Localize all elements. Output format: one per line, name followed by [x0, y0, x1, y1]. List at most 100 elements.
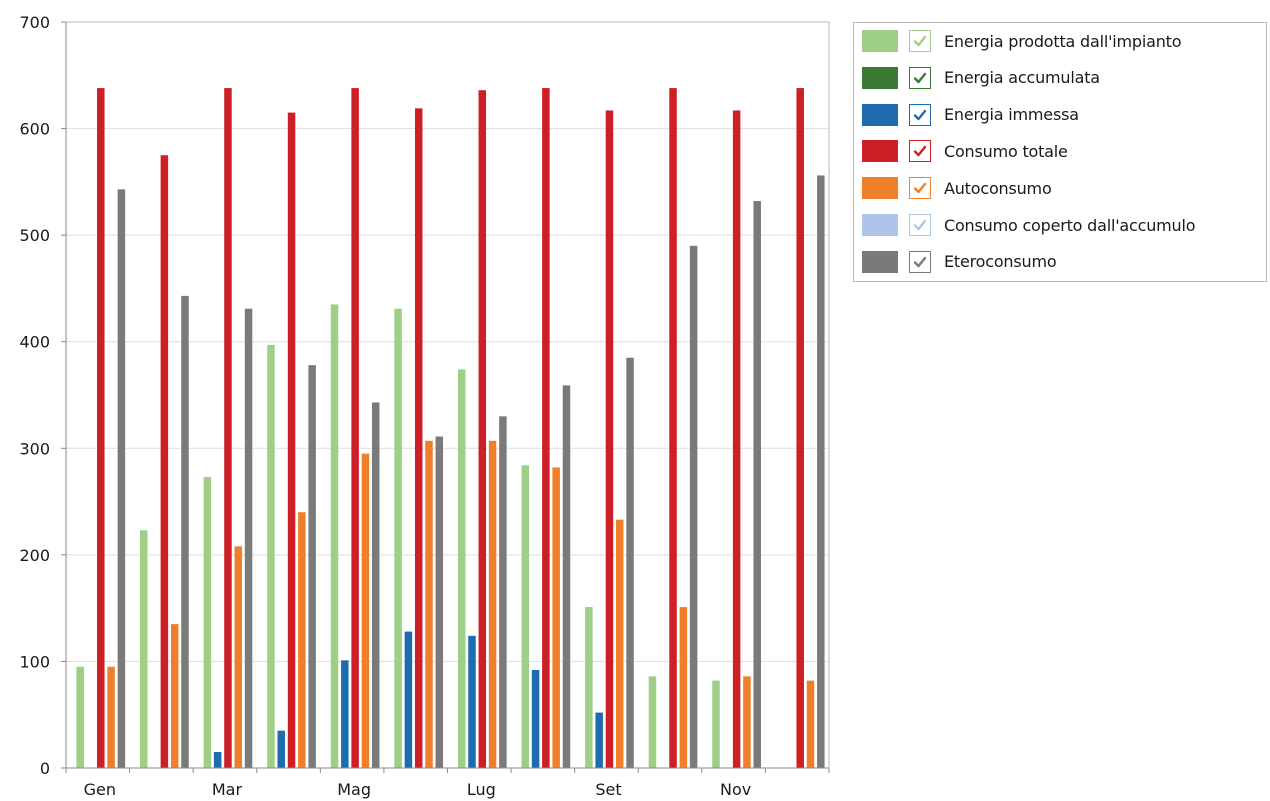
- bar-consumo-totale-apr: [287, 112, 296, 769]
- bar-energia-immessa-ago: [531, 669, 540, 768]
- legend-item[interactable]: Autoconsumo: [862, 175, 1052, 201]
- bar-consumo-totale-mag: [351, 88, 359, 769]
- bar-energia-immessa-apr: [277, 730, 285, 768]
- bar-autoconsumo-lug: [488, 440, 497, 768]
- legend-swatch: [862, 177, 898, 200]
- bar-energia-prodotta-dall-impianto-mar: [203, 477, 212, 768]
- bar-consumo-totale-set: [605, 110, 614, 768]
- y-tick-label: 500: [19, 226, 50, 245]
- bar-energia-immessa-giu: [404, 631, 413, 768]
- bar-eteroconsumo-ott: [689, 245, 698, 769]
- legend-checkbox[interactable]: [909, 177, 931, 200]
- bar-eteroconsumo-feb: [181, 295, 189, 768]
- bar-energia-immessa-mar: [213, 752, 222, 768]
- bar-energia-immessa-set: [595, 712, 603, 768]
- legend-checkbox[interactable]: [909, 140, 931, 163]
- bar-consumo-totale-ago: [542, 88, 550, 769]
- bar-eteroconsumo-mar: [244, 308, 253, 768]
- legend-item[interactable]: Energia prodotta dall'impianto: [862, 28, 1182, 54]
- bar-energia-prodotta-dall-impianto-ott: [648, 676, 657, 768]
- legend-label: Consumo totale: [944, 141, 1068, 161]
- bar-autoconsumo-ago: [552, 467, 560, 768]
- legend-swatch: [862, 103, 898, 126]
- legend-label: Energia immessa: [944, 105, 1079, 125]
- bar-autoconsumo-set: [616, 519, 624, 768]
- x-tick-label: Lug: [467, 780, 496, 799]
- bar-autoconsumo-apr: [298, 512, 306, 768]
- bar-autoconsumo-dic: [806, 680, 815, 768]
- bar-autoconsumo-giu: [425, 440, 433, 768]
- y-tick-label: 0: [40, 759, 50, 778]
- bar-autoconsumo-mar: [234, 546, 243, 768]
- x-tick-label: Mag: [337, 780, 371, 799]
- bar-consumo-totale-lug: [478, 90, 487, 769]
- bar-energia-prodotta-dall-impianto-lug: [457, 369, 466, 768]
- bar-autoconsumo-gen: [107, 666, 115, 768]
- bar-energia-prodotta-dall-impianto-feb: [140, 530, 148, 768]
- y-tick-label: 300: [19, 439, 50, 458]
- bar-consumo-totale-gen: [97, 88, 105, 769]
- bar-energia-prodotta-dall-impianto-giu: [394, 308, 402, 768]
- legend-item[interactable]: Consumo totale: [862, 138, 1068, 164]
- bar-eteroconsumo-mag: [371, 402, 380, 768]
- bar-eteroconsumo-apr: [308, 365, 316, 768]
- bar-autoconsumo-ott: [679, 607, 688, 768]
- legend-checkbox[interactable]: [909, 250, 931, 273]
- legend-swatch: [862, 214, 898, 236]
- legend-item[interactable]: Eteroconsumo: [862, 249, 1057, 275]
- bar-eteroconsumo-set: [626, 357, 634, 768]
- x-tick-label: Set: [595, 780, 621, 799]
- checkmark-icon: [913, 182, 927, 194]
- legend: Energia prodotta dall'impianto Energia ac…: [853, 22, 1267, 282]
- x-tick-label: Gen: [84, 780, 116, 799]
- legend-checkbox[interactable]: [909, 103, 931, 126]
- bar-energia-prodotta-dall-impianto-nov: [712, 680, 720, 768]
- legend-checkbox[interactable]: [909, 214, 931, 236]
- bar-eteroconsumo-giu: [435, 436, 444, 768]
- bar-eteroconsumo-dic: [817, 175, 825, 768]
- legend-label: Energia prodotta dall'impianto: [944, 31, 1182, 51]
- legend-item[interactable]: Energia accumulata: [862, 65, 1100, 91]
- bar-consumo-totale-mar: [224, 88, 232, 769]
- checkmark-icon: [913, 256, 927, 267]
- x-tick-label: Mar: [212, 780, 243, 799]
- bar-energia-prodotta-dall-impianto-ago: [521, 465, 530, 768]
- bar-energia-prodotta-dall-impianto-apr: [267, 344, 275, 768]
- legend-swatch: [862, 250, 898, 273]
- checkmark-icon: [913, 146, 927, 157]
- legend-item[interactable]: Consumo coperto dall'accumulo: [862, 212, 1196, 238]
- bar-consumo-totale-giu: [414, 108, 423, 768]
- bar-eteroconsumo-gen: [117, 189, 126, 768]
- checkmark-icon: [913, 72, 927, 83]
- bar-energia-immessa-lug: [468, 635, 476, 768]
- bar-energia-prodotta-dall-impianto-gen: [76, 666, 84, 768]
- legend-checkbox[interactable]: [909, 66, 931, 89]
- y-tick-label: 700: [19, 13, 50, 32]
- bar-consumo-totale-dic: [796, 88, 804, 769]
- bar-eteroconsumo-lug: [499, 416, 507, 768]
- bar-energia-prodotta-dall-impianto-set: [585, 607, 593, 768]
- y-tick-label: 600: [19, 120, 50, 139]
- bar-autoconsumo-feb: [170, 624, 179, 768]
- checkmark-icon: [913, 109, 927, 120]
- y-tick-label: 100: [19, 652, 50, 671]
- legend-label: Energia accumulata: [944, 68, 1100, 88]
- bar-autoconsumo-mag: [361, 453, 370, 768]
- bar-energia-prodotta-dall-impianto-mag: [330, 304, 339, 768]
- legend-item[interactable]: Energia immessa: [862, 102, 1079, 128]
- legend-swatch: [862, 30, 898, 52]
- legend-swatch: [862, 140, 898, 163]
- legend-checkbox[interactable]: [909, 30, 931, 52]
- y-tick-label: 400: [19, 333, 50, 352]
- legend-label: Autoconsumo: [944, 178, 1052, 198]
- bar-consumo-totale-nov: [732, 110, 741, 768]
- bar-eteroconsumo-nov: [753, 201, 761, 769]
- plot-area: [66, 22, 829, 768]
- bar-energia-immessa-mag: [341, 660, 349, 768]
- checkmark-icon: [913, 35, 927, 47]
- bar-eteroconsumo-ago: [562, 385, 571, 768]
- legend-swatch: [862, 66, 898, 89]
- bar-consumo-totale-ott: [669, 88, 677, 769]
- legend-label: Consumo coperto dall'accumulo: [944, 215, 1196, 235]
